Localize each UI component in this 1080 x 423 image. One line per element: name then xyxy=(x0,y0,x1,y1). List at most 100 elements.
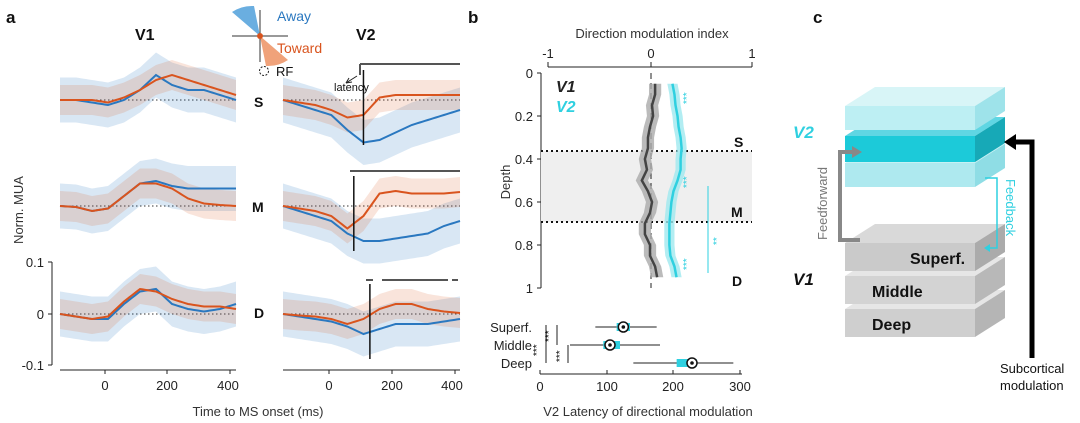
trace-toward-v2-m xyxy=(282,189,461,230)
panel-b-ylabel: Depth xyxy=(498,165,513,200)
lat-tick-200: 200 xyxy=(662,379,684,394)
xtick-v1-200: 200 xyxy=(156,378,178,393)
v2-superf-slab xyxy=(845,87,1005,130)
band-away-v1-m xyxy=(60,158,236,234)
band-away-v2-s xyxy=(283,77,460,165)
box-star-2: *** xyxy=(544,330,555,342)
star-s: *** xyxy=(682,92,693,104)
legend-away: Away xyxy=(277,8,311,24)
trace-panel-v1-s xyxy=(60,52,237,128)
depth-ticks: 0 0.2 0.4 0.6 0.8 1 xyxy=(515,66,541,296)
row-label-d: D xyxy=(254,305,264,321)
panel-a-ylabel: Norm. MUA xyxy=(11,176,26,244)
panel-a-x-axes xyxy=(60,369,460,374)
dmi-line-v2 xyxy=(668,83,683,278)
xtick-v1-400: 400 xyxy=(217,378,239,393)
boxplot-superf xyxy=(595,321,657,333)
dmi-profile-lines xyxy=(635,83,687,278)
panel-b-top-xlabel: Direction modulation index xyxy=(575,26,729,41)
layer-deep: Deep xyxy=(872,317,911,334)
panel-b-bottom-xlabel: V2 Latency of directional modulation xyxy=(543,404,753,419)
trace-panels xyxy=(59,52,461,359)
direction-legend-icon xyxy=(232,5,288,67)
boxplot-middle xyxy=(570,339,660,351)
feedback-label: Feedback xyxy=(1003,179,1018,237)
band-away-v1-d xyxy=(60,266,236,342)
trace-toward-v1-m xyxy=(59,182,237,213)
dmi-tick-1: 1 xyxy=(748,46,755,61)
cortical-stack-diagram xyxy=(845,87,1005,337)
lat-tick-0: 0 xyxy=(536,379,543,394)
xtick-v1-0: 0 xyxy=(101,378,108,393)
layer-label-d: D xyxy=(732,273,742,289)
box-cat-deep: Deep xyxy=(501,356,532,371)
ytick-0.1: 0.1 xyxy=(26,255,44,270)
panel-letter-b: b xyxy=(468,8,478,27)
lat-tick-100: 100 xyxy=(596,379,618,394)
box-cat-middle: Middle xyxy=(494,338,532,353)
layer-superf: Superf. xyxy=(910,251,965,268)
subcortical-arrow xyxy=(1012,139,1035,358)
star-md: ** xyxy=(712,237,723,245)
panel-letter-c: c xyxy=(813,8,822,27)
depth-tick-label: 0.6 xyxy=(515,195,533,210)
trace-toward-v1-s xyxy=(60,73,237,104)
rf-icon xyxy=(259,66,269,76)
ytick-minus-0.1: -0.1 xyxy=(22,358,44,373)
box-star-1: *** xyxy=(532,344,543,356)
trace-toward-v2-s xyxy=(282,94,460,119)
trace-panel-v1-m xyxy=(59,158,237,234)
latency-axes xyxy=(539,370,742,375)
layer-middle: Middle xyxy=(872,284,923,301)
trace-away-v2-d xyxy=(282,313,461,336)
box-sig-brackets xyxy=(545,325,569,363)
box-cat-superf: Superf. xyxy=(490,320,532,335)
band-away-v1-s xyxy=(60,52,236,128)
star-d: *** xyxy=(682,258,693,270)
legend-toward: Toward xyxy=(277,40,322,56)
trace-toward-v2-d xyxy=(282,303,461,326)
dmi-tick-0: 0 xyxy=(647,46,654,61)
latency-label: latency xyxy=(334,82,369,94)
subcortical-label: Subcortical modulation xyxy=(1000,361,1068,393)
trace-panel-v2-s xyxy=(282,70,461,165)
diagram-v1-label: V1 xyxy=(793,270,814,289)
band-toward-v1-m xyxy=(60,168,236,226)
band-away-v2-m xyxy=(283,183,460,264)
xtick-v2-200: 200 xyxy=(381,378,403,393)
panel-a-y-axis xyxy=(48,261,53,366)
band-toward-v1-s xyxy=(60,60,236,118)
latency-boxplots xyxy=(570,321,734,369)
lat-tick-300: 300 xyxy=(729,379,751,394)
feedforward-arrow xyxy=(838,150,860,242)
trace-panel-v2-m xyxy=(282,176,461,264)
row-label-s: S xyxy=(254,94,263,110)
legend-v2: V2 xyxy=(556,99,576,116)
trace-toward-v1-d xyxy=(59,287,237,321)
depth-tick-label: 0.8 xyxy=(515,238,533,253)
trace-away-v2-m xyxy=(282,205,461,242)
xtick-v2-0: 0 xyxy=(325,378,332,393)
band-away-v2-d xyxy=(283,291,460,357)
depth-tick-label: 0 xyxy=(526,66,533,81)
ytick-0: 0 xyxy=(37,307,44,322)
legend-v1: V1 xyxy=(556,79,576,96)
xtick-v2-400: 400 xyxy=(441,378,463,393)
trace-away-v2-s xyxy=(282,99,461,144)
diagram-v2-label: V2 xyxy=(793,123,814,142)
trace-panel-v2-d xyxy=(282,284,461,359)
dmi-tick-minus1: -1 xyxy=(542,46,554,61)
feedforward-label: Feedforward xyxy=(815,167,830,240)
latency-arrow xyxy=(345,75,358,84)
panel-a-xlabel: Time to MS onset (ms) xyxy=(193,404,324,419)
boxplot-deep xyxy=(633,357,734,369)
layer-label-s: S xyxy=(734,134,743,150)
row-label-m: M xyxy=(252,199,264,215)
depth-tick-label: 1 xyxy=(526,281,533,296)
panel-a-title-v2: V2 xyxy=(356,27,376,44)
depth-tick-label: 0.4 xyxy=(515,152,533,167)
box-star-3: *** xyxy=(555,350,566,362)
trace-panel-v1-d xyxy=(59,266,237,342)
star-m: *** xyxy=(682,176,693,188)
